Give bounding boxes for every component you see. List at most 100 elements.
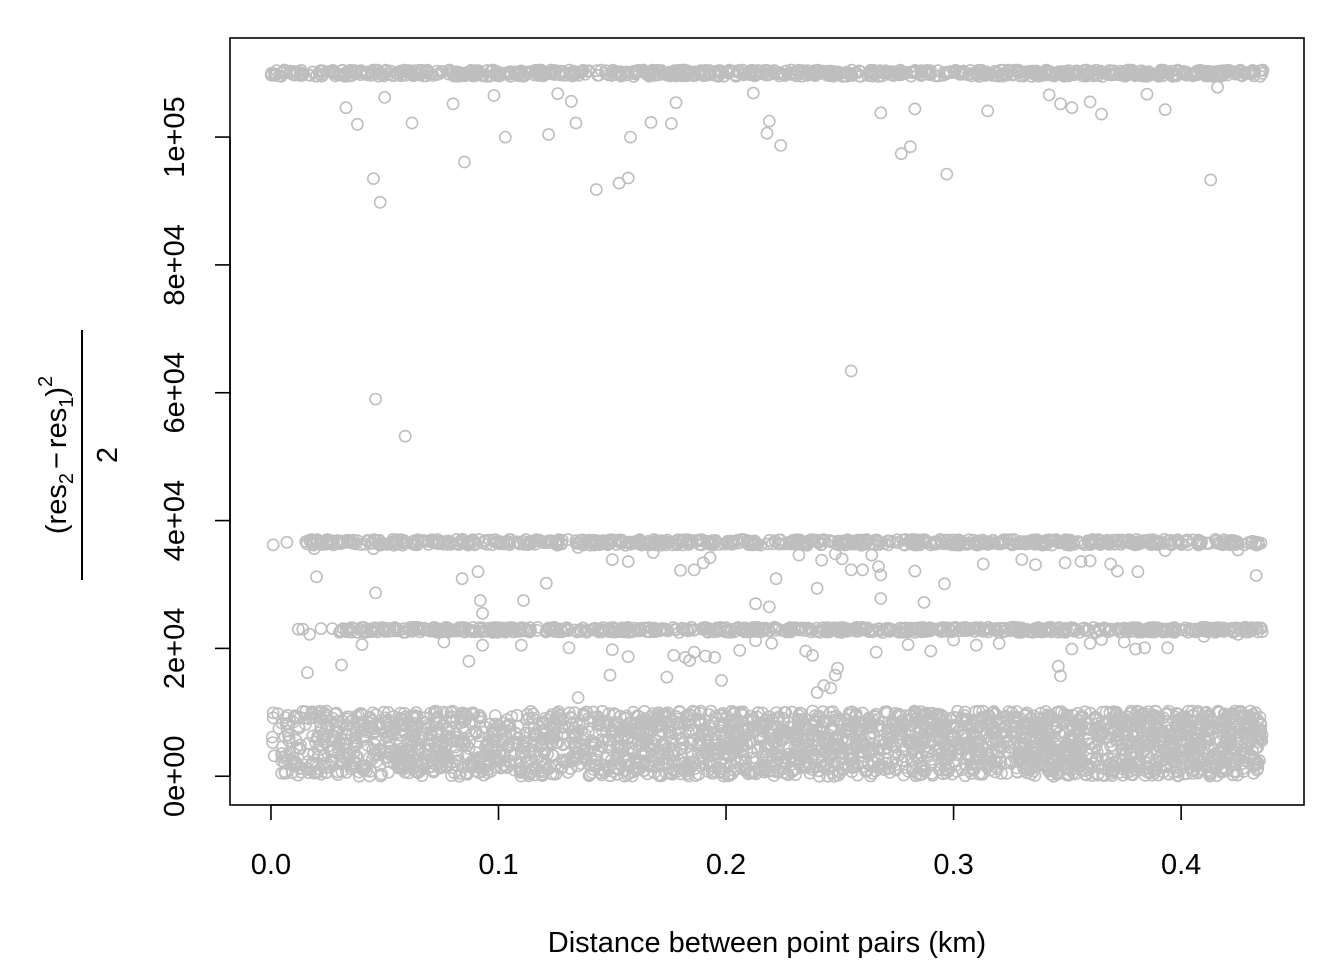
data-point <box>915 69 928 82</box>
data-point <box>431 537 445 551</box>
data-point <box>799 621 813 635</box>
data-point <box>792 536 805 549</box>
data-point <box>397 534 411 547</box>
data-point <box>309 69 323 83</box>
data-point <box>749 538 763 552</box>
data-point <box>1235 69 1249 83</box>
data-point <box>786 535 800 549</box>
data-point <box>1123 625 1136 638</box>
data-point <box>979 68 992 82</box>
data-point <box>804 67 817 81</box>
data-point <box>969 538 983 552</box>
data-point <box>727 536 741 550</box>
data-point <box>854 69 867 83</box>
data-point <box>502 622 516 636</box>
data-point <box>1148 534 1162 548</box>
data-point <box>600 534 614 548</box>
data-point <box>1063 534 1077 548</box>
data-point <box>486 63 500 77</box>
data-point <box>711 69 725 83</box>
data-point <box>655 534 669 547</box>
data-point <box>627 69 641 83</box>
data-point <box>805 623 819 637</box>
data-point <box>1164 623 1178 636</box>
data-point <box>323 65 336 79</box>
data-point <box>698 621 712 635</box>
data-point <box>672 626 686 639</box>
data-point <box>579 624 593 637</box>
data-point <box>746 536 760 549</box>
data-point <box>1124 67 1138 81</box>
data-point <box>836 536 850 550</box>
data-point <box>634 535 647 549</box>
data-point <box>355 65 369 79</box>
data-point <box>681 624 695 638</box>
data-point <box>1220 64 1234 78</box>
data-point <box>890 533 904 547</box>
data-point <box>655 622 669 635</box>
data-point <box>742 64 756 78</box>
data-point <box>1197 624 1210 638</box>
data-point <box>1171 63 1184 77</box>
data-point <box>405 621 419 635</box>
data-point <box>795 69 808 83</box>
data-point <box>903 533 917 547</box>
data-point <box>842 66 856 80</box>
data-point <box>287 65 301 78</box>
data-point <box>1255 64 1268 78</box>
data-point <box>630 623 644 636</box>
data-point <box>605 625 618 639</box>
data-point <box>1149 623 1163 636</box>
data-point <box>526 65 539 78</box>
data-point <box>1210 537 1224 550</box>
data-point <box>679 64 693 78</box>
data-point <box>1065 623 1079 636</box>
data-point <box>539 68 552 81</box>
data-point <box>595 535 609 549</box>
data-point <box>602 537 616 550</box>
data-point <box>973 622 987 635</box>
data-point <box>811 533 825 547</box>
data-point <box>879 622 893 636</box>
data-point <box>425 533 439 547</box>
data-point <box>459 68 473 82</box>
data-point <box>461 535 475 549</box>
data-point <box>996 63 1010 77</box>
data-point <box>1065 66 1078 79</box>
data-point <box>1099 67 1113 80</box>
data-point <box>384 64 398 78</box>
data-point <box>796 65 809 79</box>
data-point <box>961 68 975 82</box>
data-point <box>595 624 609 638</box>
data-point <box>735 533 748 547</box>
data-point <box>331 534 344 547</box>
data-point <box>374 66 388 80</box>
data-point <box>821 66 835 80</box>
data-point <box>1078 538 1091 552</box>
data-point <box>915 624 929 638</box>
data-point <box>415 63 428 77</box>
data-point <box>654 538 668 552</box>
data-point <box>1015 624 1029 638</box>
data-point <box>632 537 646 551</box>
data-point <box>943 537 957 551</box>
data-point <box>742 536 755 550</box>
data-point <box>340 533 354 547</box>
data-point <box>1103 64 1116 77</box>
data-point <box>1044 534 1058 548</box>
data-point <box>574 624 588 638</box>
data-point <box>1253 621 1267 635</box>
data-point <box>860 534 874 548</box>
data-point <box>496 536 510 550</box>
data-point <box>1133 65 1147 79</box>
data-point <box>1249 538 1263 552</box>
data-point <box>1118 64 1132 78</box>
data-point <box>955 67 969 81</box>
data-point <box>838 623 852 637</box>
data-point <box>754 64 768 78</box>
data-point <box>1186 533 1200 547</box>
data-point <box>751 625 765 638</box>
data-point <box>1172 535 1185 548</box>
